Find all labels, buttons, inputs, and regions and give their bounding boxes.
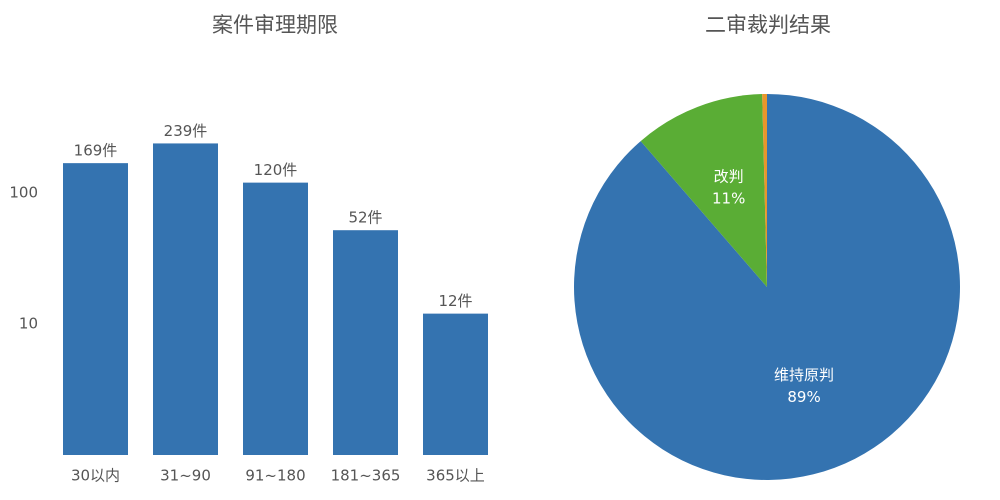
x-tick-label: 91~180: [245, 467, 305, 485]
value-label: 169件: [74, 142, 118, 160]
value-label: 239件: [164, 122, 208, 140]
bar: [153, 143, 218, 455]
pie-slice: [640, 94, 767, 287]
x-tick-label: 30以内: [71, 467, 120, 485]
x-tick-label: 181~365: [331, 467, 401, 485]
y-tick-label: 10: [19, 315, 38, 333]
bar: [243, 182, 308, 455]
value-label: 120件: [254, 161, 298, 179]
value-label: 12件: [438, 292, 472, 310]
chart-title: 二审裁判结果: [705, 13, 831, 37]
pie-slice: [573, 94, 960, 480]
slice-label: 改判: [714, 168, 744, 186]
slice-value: 11%: [712, 190, 745, 208]
x-tick-label: 365以上: [426, 467, 485, 485]
value-label: 52件: [348, 209, 382, 227]
slice-value: 89%: [787, 388, 820, 406]
bar: [333, 230, 398, 455]
chart-title: 案件审理期限: [212, 13, 338, 37]
slice-label: 维持原判: [774, 366, 834, 384]
pie-slice: [762, 94, 767, 287]
bar: [423, 313, 488, 455]
x-tick-label: 31~90: [160, 467, 211, 485]
y-tick-label: 100: [9, 184, 38, 202]
bar: [63, 163, 128, 455]
